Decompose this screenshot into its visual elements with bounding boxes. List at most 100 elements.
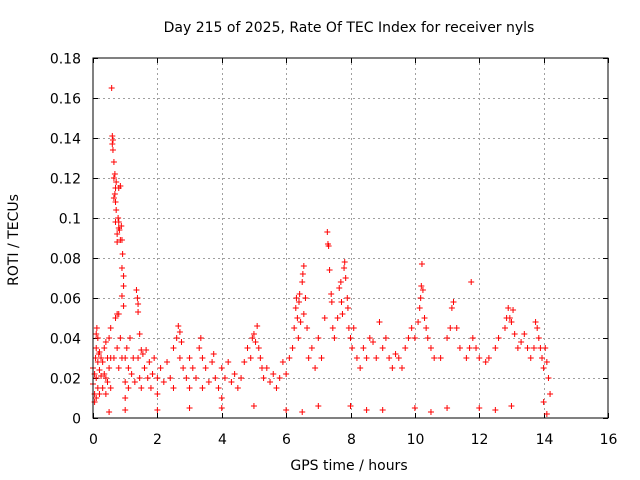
data-point [104,379,111,385]
data-point [138,385,145,391]
data-point [437,355,444,361]
data-point [296,299,302,305]
x-tick-label: 14 [536,432,554,448]
data-point [341,259,348,265]
data-point [118,265,125,271]
data-point [102,339,109,345]
data-point [99,359,106,365]
data-point [427,409,434,415]
data-point [329,325,336,331]
data-point [120,273,127,279]
data-point [339,311,346,317]
data-point [295,335,302,341]
data-point [123,345,130,351]
data-point [175,323,182,329]
data-point [292,305,299,311]
data-point [344,295,351,301]
data-point [350,325,357,331]
x-tick-label: 0 [89,432,98,448]
data-point [405,335,412,341]
data-point [141,365,148,371]
data-point [107,325,114,331]
data-point [114,345,121,351]
data-point [114,239,121,245]
data-point [336,285,343,291]
data-point [202,365,209,371]
data-point [180,365,187,371]
data-point [416,305,423,311]
data-point [411,335,418,341]
data-point [289,345,296,351]
data-point [128,371,135,377]
data-point [133,287,140,293]
y-axis-label: ROTI / TECUs [6,194,22,286]
data-point [241,359,248,365]
data-point [540,399,547,405]
data-point [164,359,171,365]
data-point [337,279,344,285]
data-point [134,295,141,301]
data-point [286,355,293,361]
data-point [502,325,508,331]
data-point [135,301,142,307]
data-point [93,375,100,381]
data-point [321,315,328,321]
data-point [110,195,117,201]
data-point [511,331,518,337]
data-point [506,315,513,321]
data-point [196,345,203,351]
data-point [341,265,348,271]
x-tick-label: 2 [153,432,162,448]
data-point [247,355,254,361]
data-point [424,335,431,341]
data-point [276,375,283,381]
y-tick-label: 0.08 [50,252,81,268]
data-point [283,371,290,377]
data-point [115,311,122,317]
data-point [154,375,161,381]
y-tick-label: 0.04 [50,332,81,348]
data-point [296,291,303,297]
data-point [263,365,270,371]
data-point [447,325,454,331]
data-point [331,335,338,341]
y-tick-label: 0.14 [50,132,81,148]
data-point [92,355,99,361]
data-point [110,355,117,361]
data-point [116,227,123,233]
data-point [131,379,138,385]
data-point [146,359,153,365]
data-point [418,283,425,289]
y-tick-label: 0.02 [50,372,81,388]
data-point [312,365,319,371]
data-point [495,335,502,341]
data-point [299,271,306,277]
data-point [453,325,460,331]
data-point [273,385,280,391]
data-point [267,379,274,385]
data-point [149,371,156,377]
data-point [106,335,113,341]
data-point [193,375,199,381]
data-point [197,335,204,341]
data-point [379,345,386,351]
data-point [363,355,370,361]
data-point [136,375,143,381]
data-point [218,395,225,401]
data-point [366,335,373,341]
data-point [93,395,100,401]
data-point [205,379,212,385]
data-point [389,365,396,371]
data-point [110,175,117,181]
data-point [415,319,422,325]
data-point [423,325,430,331]
data-point [347,403,354,409]
data-point [505,305,512,311]
data-point [485,355,492,361]
data-point [510,307,517,313]
data-point [170,345,177,351]
data-point [215,385,222,391]
data-point [113,207,120,213]
data-point [125,385,132,391]
y-tick-label: 0.12 [50,172,81,188]
